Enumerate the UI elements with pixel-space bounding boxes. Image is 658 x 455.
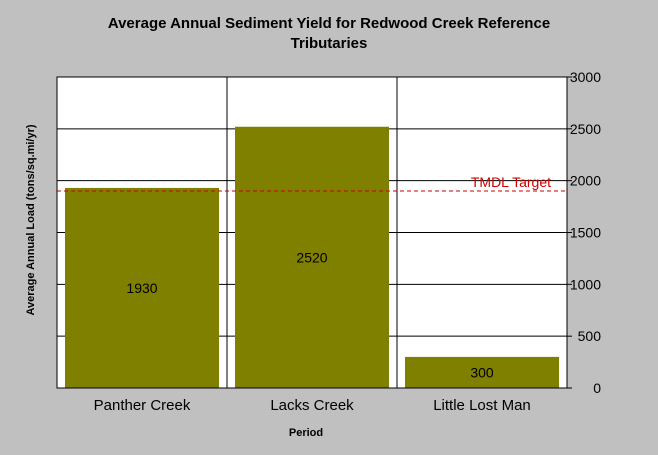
plot-border: [56, 76, 568, 389]
data-label: 1930: [126, 280, 157, 296]
y-tick-label: 1500: [570, 225, 601, 241]
bar: [405, 356, 559, 388]
bar: [235, 126, 389, 388]
bar: [65, 187, 219, 388]
chart-title-line-1: Average Annual Sediment Yield for Redwoo…: [107, 15, 551, 32]
chart-title-line-2: Tributaries: [290, 35, 368, 52]
y-axis-label: Average Annual Load (tons/sq.mi/yr): [25, 124, 37, 316]
y-tick-label: 1000: [570, 276, 601, 292]
y-tick-label: 2000: [570, 173, 601, 189]
y-tick-label: 2500: [570, 121, 601, 137]
category-label: Lacks Creek: [270, 397, 354, 414]
x-axis-label: Period: [288, 427, 324, 439]
data-label: 2520: [296, 249, 327, 265]
category-label: Panther Creek: [94, 397, 191, 414]
chart-title: Average Annual Sediment Yield for Redwoo…: [0, 14, 658, 54]
tmdl-target-label: TMDL Target: [471, 174, 551, 190]
category-label: Little Lost Man: [433, 397, 531, 414]
y-tick-label: 0: [593, 380, 601, 396]
y-tick-label: 3000: [570, 69, 601, 85]
data-label: 300: [470, 364, 494, 380]
y-tick-label: 500: [578, 328, 602, 344]
